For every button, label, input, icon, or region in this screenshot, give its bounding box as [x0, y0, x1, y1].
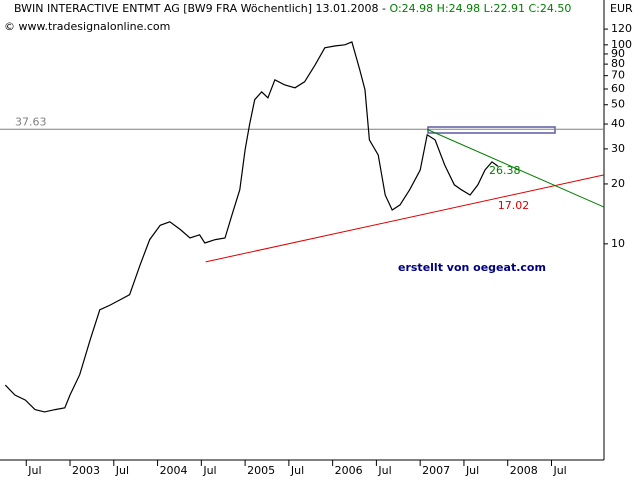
y-tick-label: 120: [611, 22, 632, 35]
x-tick-label: 2006: [335, 464, 363, 477]
y-tick-label: 10: [611, 237, 625, 250]
trendline-label: 26.38: [489, 164, 521, 177]
x-tick-label: 2008: [510, 464, 538, 477]
y-tick-label: 30: [611, 142, 625, 155]
y-tick-label: 40: [611, 117, 625, 130]
y-tick-label: 70: [611, 69, 625, 82]
y-tick-label: 100: [611, 38, 632, 51]
price-line: [4, 41, 499, 413]
x-tick-label: Jul: [290, 464, 304, 477]
level-label: 37.63: [15, 115, 47, 128]
x-tick-label: Jul: [552, 464, 566, 477]
y-tick-label: 50: [611, 98, 625, 111]
marker-box: [427, 126, 556, 134]
x-tick-label: Jul: [377, 464, 391, 477]
header-title: BWIN INTERACTIVE ENTMT AG [BW9 FRA Wöche…: [14, 2, 386, 15]
y-tick-label: 60: [611, 82, 625, 95]
y-tick-label: 90: [611, 47, 625, 60]
trendline-label: 17.02: [498, 199, 530, 212]
header-ohl: O:24.98 H:24.98 L:22.91: [390, 2, 525, 15]
trendline: [205, 174, 605, 263]
x-tick-label: 2004: [160, 464, 188, 477]
x-tick-label: 2005: [247, 464, 275, 477]
annotation: erstellt von oegeat.com: [398, 261, 546, 274]
trendline: [426, 128, 605, 208]
y-tick-label: 20: [611, 177, 625, 190]
x-tick-label: Jul: [27, 464, 41, 477]
y-tick-label: 80: [611, 57, 625, 70]
x-tick-label: Jul: [465, 464, 479, 477]
source: © www.tradesignalonline.com: [4, 20, 170, 33]
chart-title: BWIN INTERACTIVE ENTMT AG [BW9 FRA Wöche…: [14, 2, 571, 15]
x-tick-label: Jul: [115, 464, 129, 477]
x-tick-label: 2007: [422, 464, 450, 477]
header-close: C:24.50: [528, 2, 571, 15]
y-unit: EUR: [610, 2, 633, 15]
x-tick-label: Jul: [202, 464, 216, 477]
x-tick-label: 2003: [72, 464, 100, 477]
